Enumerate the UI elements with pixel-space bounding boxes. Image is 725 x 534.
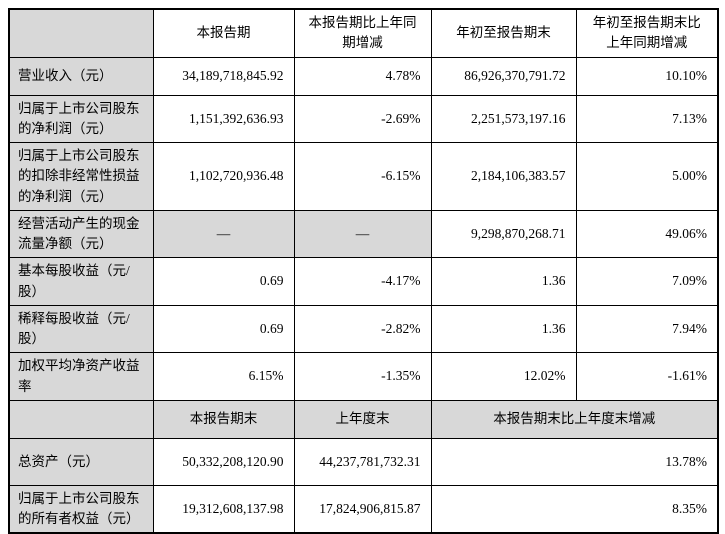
cell-ytd: 2,184,106,383.57 <box>430 142 577 211</box>
cell-ytd: 1.36 <box>430 304 577 354</box>
cell-current-period: 34,189,718,845.92 <box>152 56 295 96</box>
cell-change-vs-prior-year-end: 13.78% <box>430 437 719 486</box>
header-current-period-yoy: 本报告期比上年同期增减 <box>293 8 432 58</box>
cell-current-period-yoy: 4.78% <box>293 56 432 96</box>
table-header-row-period: 本报告期 本报告期比上年同期增减 年初至报告期末 年初至报告期末比上年同期增减 <box>8 8 719 58</box>
row-label: 经营活动产生的现金流量净额（元） <box>8 209 154 259</box>
cell-current-period: 6.15% <box>152 352 295 401</box>
cell-ytd: 1.36 <box>430 257 577 306</box>
table-row-weighted-avg-roe: 加权平均净资产收益率 6.15% -1.35% 12.02% -1.61% <box>8 352 719 401</box>
cell-ytd: 2,251,573,197.16 <box>430 94 577 143</box>
row-label: 稀释每股收益（元/股） <box>8 304 154 354</box>
table-row-basic-eps: 基本每股收益（元/股） 0.69 -4.17% 1.36 7.09% <box>8 257 719 306</box>
cell-ytd: 9,298,870,268.71 <box>430 209 577 259</box>
header-blank-cell <box>8 8 154 58</box>
cell-current-period: 0.69 <box>152 257 295 306</box>
table-row-operating-revenue: 营业收入（元） 34,189,718,845.92 4.78% 86,926,3… <box>8 56 719 96</box>
header-change-vs-prior-year-end: 本报告期末比上年度末增减 <box>430 399 719 439</box>
cell-end-of-period: 50,332,208,120.90 <box>152 437 295 486</box>
header-end-of-prior-year: 上年度末 <box>293 399 432 439</box>
header-end-of-period: 本报告期末 <box>152 399 295 439</box>
row-label: 归属于上市公司股东的净利润（元） <box>8 94 154 143</box>
cell-current-period-yoy: -1.35% <box>293 352 432 401</box>
cell-end-of-period: 19,312,608,137.98 <box>152 484 295 534</box>
cell-current-period-yoy: -2.82% <box>293 304 432 354</box>
cell-change-vs-prior-year-end: 8.35% <box>430 484 719 534</box>
cell-current-period: 1,102,720,936.48 <box>152 142 295 211</box>
table-row-net-profit: 归属于上市公司股东的净利润（元） 1,151,392,636.93 -2.69%… <box>8 94 719 143</box>
table-row-operating-cash-flow: 经营活动产生的现金流量净额（元） — — 9,298,870,268.71 49… <box>8 209 719 259</box>
row-label: 加权平均净资产收益率 <box>8 352 154 401</box>
header-ytd: 年初至报告期末 <box>430 8 577 58</box>
row-label: 基本每股收益（元/股） <box>8 257 154 306</box>
cell-ytd: 86,926,370,791.72 <box>430 56 577 96</box>
cell-ytd-yoy: 5.00% <box>575 142 719 211</box>
table-row-equity-attributable-to-shareholders: 归属于上市公司股东的所有者权益（元） 19,312,608,137.98 17,… <box>8 484 719 534</box>
financial-summary-table: 本报告期 本报告期比上年同期增减 年初至报告期末 年初至报告期末比上年同期增减 … <box>8 8 719 534</box>
table-row-diluted-eps: 稀释每股收益（元/股） 0.69 -2.82% 1.36 7.94% <box>8 304 719 354</box>
cell-current-period: 0.69 <box>152 304 295 354</box>
cell-current-period-yoy: -4.17% <box>293 257 432 306</box>
cell-current-period-yoy: -2.69% <box>293 94 432 143</box>
header-ytd-yoy: 年初至报告期末比上年同期增减 <box>575 8 719 58</box>
cell-current-period: 1,151,392,636.93 <box>152 94 295 143</box>
cell-current-period: — <box>152 209 295 259</box>
row-label: 营业收入（元） <box>8 56 154 96</box>
cell-ytd-yoy: 7.09% <box>575 257 719 306</box>
table-header-row-period-end: 本报告期末 上年度末 本报告期末比上年度末增减 <box>8 399 719 439</box>
table-row-net-profit-excl-nonrecurring: 归属于上市公司股东的扣除非经常性损益的净利润（元） 1,102,720,936.… <box>8 142 719 211</box>
cell-current-period-yoy: — <box>293 209 432 259</box>
row-label: 总资产（元） <box>8 437 154 486</box>
row-label: 归属于上市公司股东的所有者权益（元） <box>8 484 154 534</box>
header-current-period: 本报告期 <box>152 8 295 58</box>
cell-end-of-prior-year: 17,824,906,815.87 <box>293 484 432 534</box>
table-row-total-assets: 总资产（元） 50,332,208,120.90 44,237,781,732.… <box>8 437 719 486</box>
cell-current-period-yoy: -6.15% <box>293 142 432 211</box>
cell-ytd-yoy: -1.61% <box>575 352 719 401</box>
cell-end-of-prior-year: 44,237,781,732.31 <box>293 437 432 486</box>
cell-ytd: 12.02% <box>430 352 577 401</box>
header-blank-cell <box>8 399 154 439</box>
cell-ytd-yoy: 10.10% <box>575 56 719 96</box>
cell-ytd-yoy: 49.06% <box>575 209 719 259</box>
cell-ytd-yoy: 7.94% <box>575 304 719 354</box>
cell-ytd-yoy: 7.13% <box>575 94 719 143</box>
row-label: 归属于上市公司股东的扣除非经常性损益的净利润（元） <box>8 142 154 211</box>
